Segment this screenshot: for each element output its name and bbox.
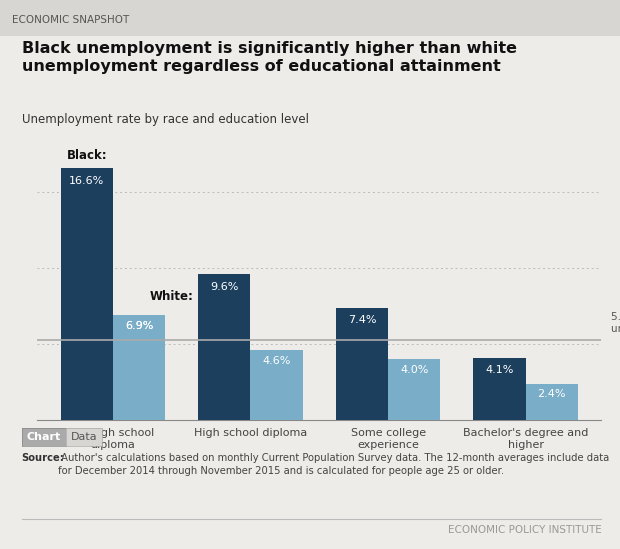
Bar [336,308,388,420]
Text: Source:: Source: [22,453,64,463]
Bar [526,384,578,420]
Text: Black unemployment is significantly higher than white
unemployment regardless of: Black unemployment is significantly high… [22,41,516,74]
Text: 4.0%: 4.0% [400,365,428,374]
Text: 2.4%: 2.4% [538,389,566,399]
Text: Chart: Chart [27,432,61,442]
Bar [250,350,303,420]
Text: 6.9%: 6.9% [125,321,153,330]
Text: 16.6%: 16.6% [69,176,104,186]
Bar [113,315,165,420]
Text: Black:: Black: [66,149,107,162]
Bar [474,358,526,420]
Text: 7.4%: 7.4% [348,315,376,326]
Text: ECONOMIC SNAPSHOT: ECONOMIC SNAPSHOT [12,15,130,25]
Text: 5.3% National
unemployment rate: 5.3% National unemployment rate [611,312,620,334]
Text: Author's calculations based on monthly Current Population Survey data. The 12-mo: Author's calculations based on monthly C… [58,453,609,476]
Text: White:: White: [150,290,194,303]
Text: 4.1%: 4.1% [485,366,514,376]
Bar [388,359,440,420]
Text: Data: Data [71,432,97,442]
Text: 6.9%: 6.9% [125,321,153,330]
Bar [198,274,250,420]
Text: Unemployment rate by race and education level: Unemployment rate by race and education … [22,113,309,126]
Text: ECONOMIC POLICY INSTITUTE: ECONOMIC POLICY INSTITUTE [448,525,601,535]
Text: 9.6%: 9.6% [210,282,239,292]
Bar [61,168,113,420]
Text: 4.6%: 4.6% [262,356,291,366]
